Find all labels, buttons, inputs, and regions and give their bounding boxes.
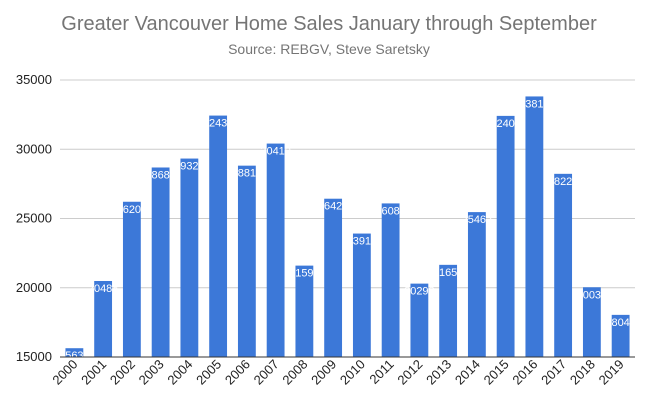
bar bbox=[151, 167, 170, 357]
y-tick-label: 20000 bbox=[16, 280, 52, 295]
data-label: 28225 bbox=[548, 176, 579, 188]
data-label: 20488 bbox=[88, 283, 119, 295]
y-tick-label: 35000 bbox=[16, 72, 52, 87]
x-tick-label: 2013 bbox=[423, 357, 454, 388]
x-tick-label: 2002 bbox=[107, 357, 138, 388]
x-tick-label: 2003 bbox=[136, 357, 167, 388]
data-label: 26429 bbox=[318, 201, 349, 213]
data-label: 21654 bbox=[433, 267, 464, 279]
bar bbox=[324, 198, 343, 357]
y-tick-label: 15000 bbox=[16, 349, 52, 364]
x-tick-label: 2014 bbox=[452, 357, 483, 388]
x-tick-label: 2017 bbox=[538, 357, 569, 388]
bar bbox=[525, 96, 544, 358]
data-label: 30410 bbox=[260, 146, 291, 158]
bar bbox=[94, 280, 113, 357]
x-tick-label: 2005 bbox=[193, 357, 224, 388]
data-label: 32431 bbox=[203, 118, 234, 130]
data-label: 18042 bbox=[605, 317, 636, 329]
x-tick-label: 2016 bbox=[509, 357, 540, 388]
x-tick-label: 2015 bbox=[481, 357, 512, 388]
bar bbox=[554, 173, 573, 357]
data-label: 21598 bbox=[289, 268, 320, 280]
data-label: 26089 bbox=[375, 205, 406, 217]
x-tick-label: 2004 bbox=[164, 357, 195, 388]
bar bbox=[266, 143, 285, 357]
bar bbox=[439, 264, 458, 357]
x-axis-ticks: 2000200120022003200420052006200720082009… bbox=[49, 357, 626, 388]
data-label: 29328 bbox=[174, 161, 205, 173]
x-tick-label: 2012 bbox=[394, 357, 425, 388]
bar bbox=[209, 115, 228, 357]
x-tick-label: 2007 bbox=[251, 357, 282, 388]
x-tick-label: 2006 bbox=[222, 357, 253, 388]
bar bbox=[496, 115, 515, 358]
data-label: 25462 bbox=[462, 214, 493, 226]
y-axis-ticks: 15000 20000 25000 30000 35000 bbox=[16, 72, 52, 364]
bar bbox=[237, 165, 256, 357]
bar bbox=[180, 158, 199, 357]
x-tick-label: 2011 bbox=[366, 357, 396, 387]
bar bbox=[410, 283, 429, 357]
bar bbox=[352, 233, 371, 357]
x-tick-label: 2018 bbox=[567, 357, 598, 388]
data-label: 28815 bbox=[232, 168, 263, 180]
data-label: 32409 bbox=[490, 118, 521, 130]
bar bbox=[467, 212, 486, 357]
bar bbox=[582, 287, 601, 357]
chart-title: Greater Vancouver Home Sales January thr… bbox=[61, 13, 597, 35]
x-tick-label: 2010 bbox=[337, 357, 368, 388]
gridlines bbox=[60, 79, 635, 358]
chart-subtitle: Source: REBGV, Steve Saretsky bbox=[228, 41, 430, 57]
y-tick-label: 30000 bbox=[16, 141, 52, 156]
y-tick-label: 25000 bbox=[16, 211, 52, 226]
bar bbox=[381, 203, 400, 357]
data-label: 33813 bbox=[519, 98, 550, 110]
data-label: 15635 bbox=[59, 350, 90, 362]
x-tick-label: 2008 bbox=[279, 357, 310, 388]
x-tick-label: 2019 bbox=[596, 357, 627, 388]
data-label: 20298 bbox=[404, 286, 435, 298]
data-label: 26209 bbox=[117, 204, 148, 216]
data-label: 20036 bbox=[577, 289, 608, 301]
bar bbox=[122, 201, 141, 357]
bar bbox=[65, 348, 84, 357]
bar bbox=[295, 265, 314, 357]
data-label: 28683 bbox=[145, 169, 176, 181]
bar bbox=[611, 314, 630, 357]
x-tick-label: 2009 bbox=[308, 357, 339, 388]
data-label: 23913 bbox=[347, 236, 378, 248]
